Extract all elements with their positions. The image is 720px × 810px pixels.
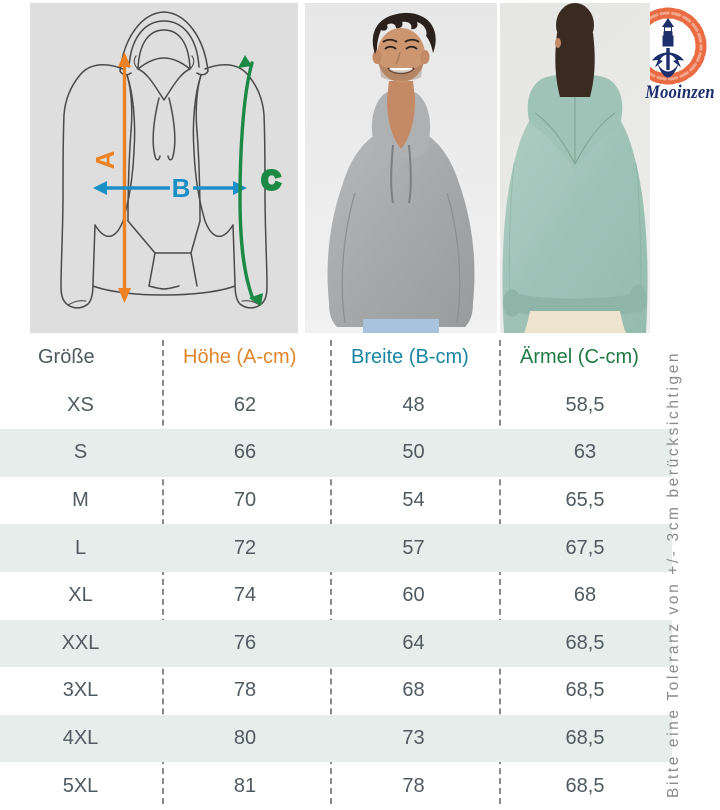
svg-text:A: A bbox=[90, 150, 120, 169]
svg-text:C: C bbox=[262, 165, 281, 195]
svg-text:B: B bbox=[172, 173, 191, 203]
